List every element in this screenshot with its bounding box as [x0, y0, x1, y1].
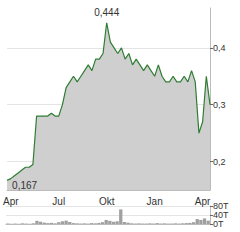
svg-text:40T: 40T — [213, 210, 229, 220]
svg-text:0,444: 0,444 — [94, 7, 119, 18]
svg-text:0,167: 0,167 — [12, 180, 37, 191]
svg-text:Jul: Jul — [52, 196, 65, 207]
svg-text:80T: 80T — [213, 201, 229, 211]
svg-text:0,2: 0,2 — [213, 157, 226, 167]
svg-text:Apr: Apr — [195, 196, 211, 207]
svg-text:Okt: Okt — [99, 196, 115, 207]
svg-text:0,3: 0,3 — [213, 100, 226, 110]
svg-text:0,4: 0,4 — [213, 43, 226, 53]
svg-text:0T: 0T — [213, 219, 224, 229]
svg-text:Apr: Apr — [3, 196, 19, 207]
svg-text:Jan: Jan — [147, 196, 163, 207]
